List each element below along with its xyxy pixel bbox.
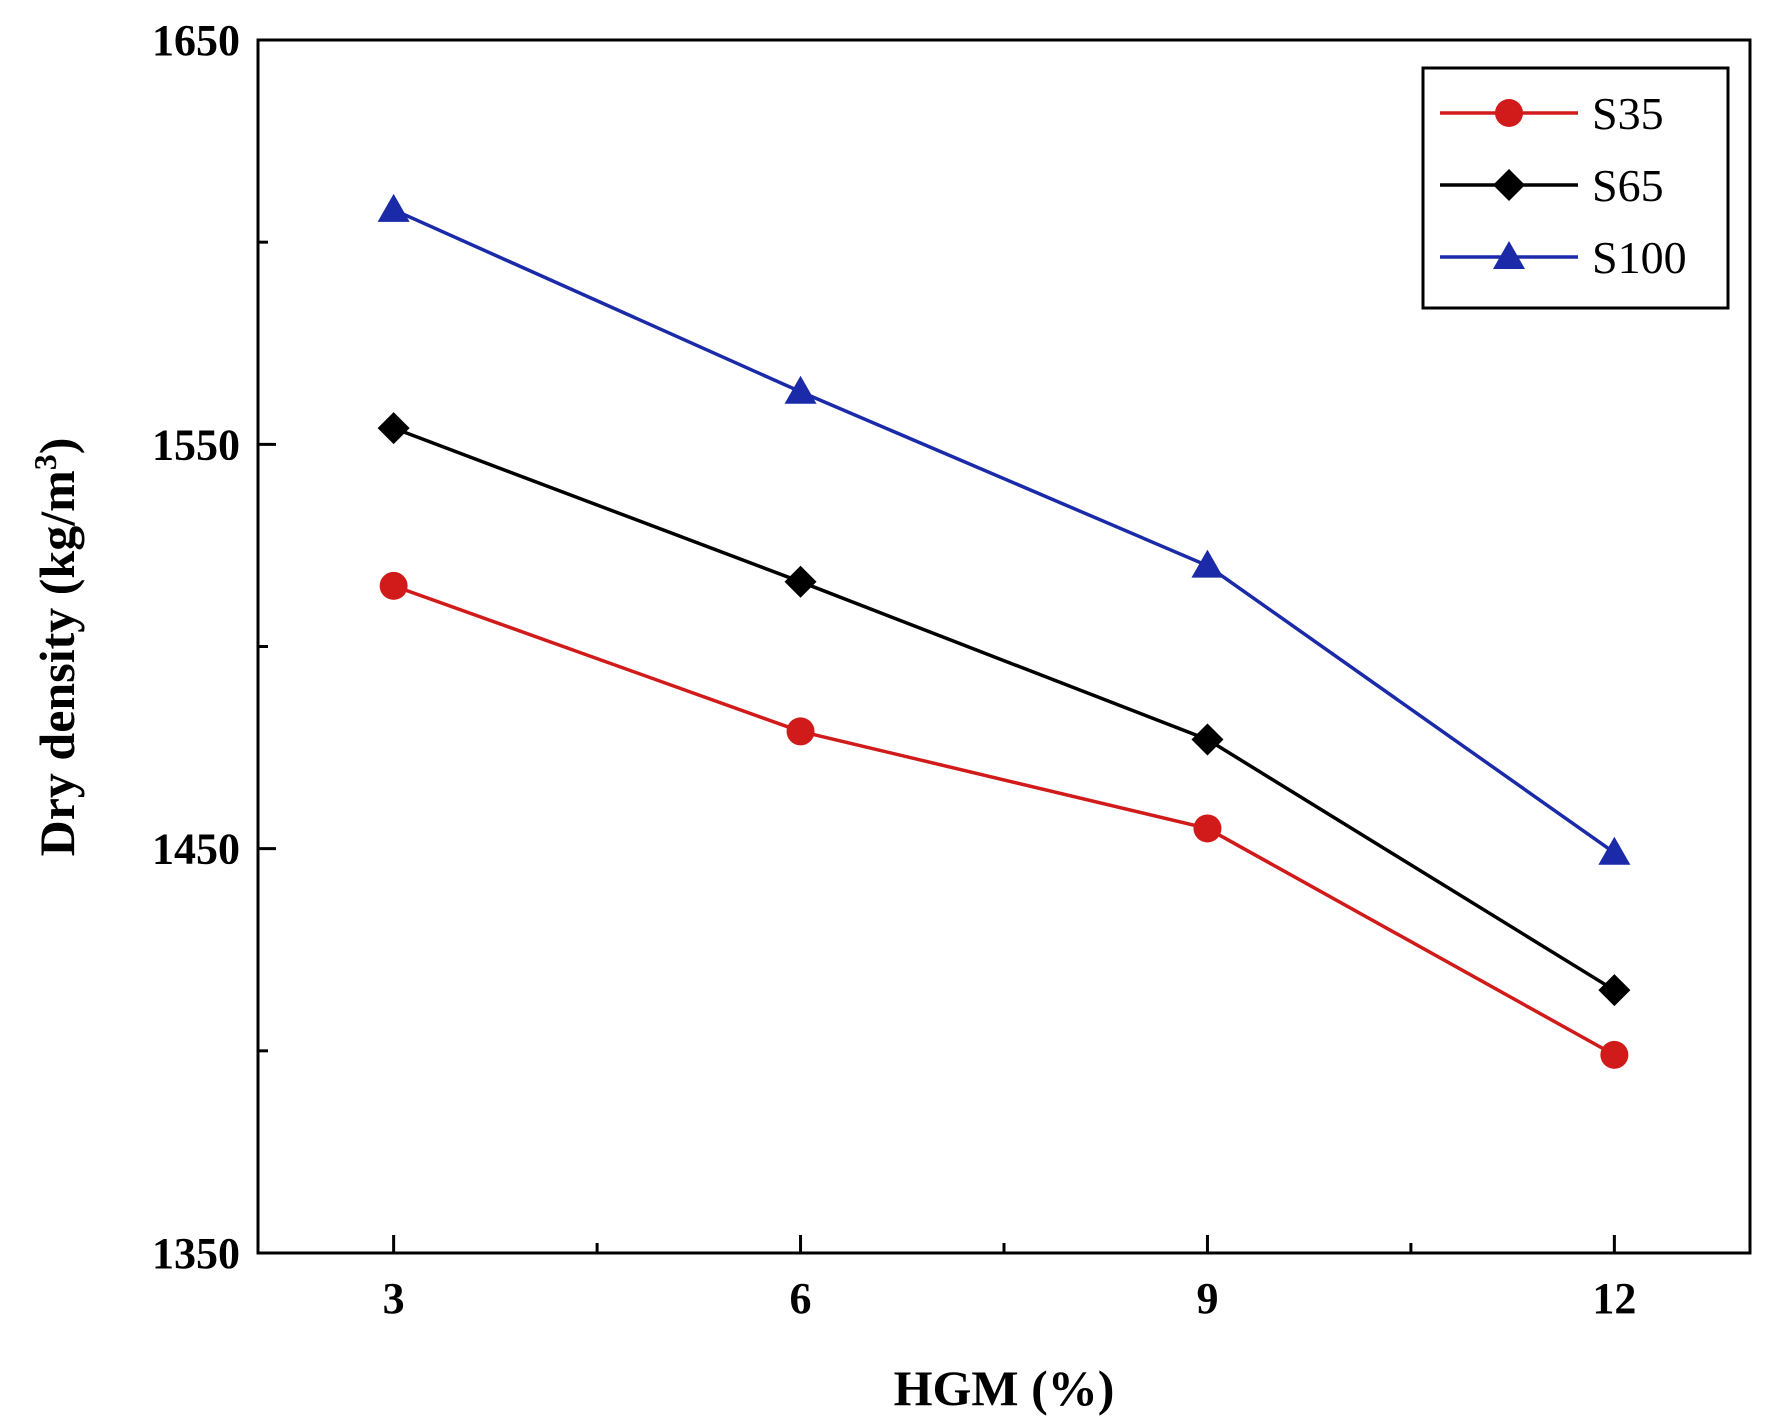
legend: S35 S65 S100: [1421, 66, 1730, 310]
x-tick-label: 6: [790, 1274, 812, 1323]
y-tick-label: 1350: [152, 1229, 240, 1278]
data-point-s65: [377, 412, 410, 445]
x-tick-label: 3: [383, 1274, 405, 1323]
data-point-s35: [1193, 814, 1222, 843]
x-tick-label: 9: [1196, 1274, 1218, 1323]
series-lines: [392, 208, 1616, 1057]
x-axis-title: HGM (%): [894, 1360, 1115, 1416]
legend-box: [1421, 66, 1730, 310]
legend-marker-s100: [1493, 241, 1525, 269]
legend-marker-s65: [1493, 169, 1525, 201]
series-line-s65: [393, 426, 1616, 992]
series-line-s100: [392, 208, 1616, 855]
data-point-s65: [1598, 974, 1631, 1007]
series-markers: [377, 193, 1631, 1069]
y-tick-label: 1650: [152, 16, 240, 65]
data-point-s65: [784, 565, 817, 598]
axis-ticks: [258, 38, 1616, 1255]
x-tick-label: 12: [1592, 1274, 1636, 1323]
data-point-s100: [1598, 836, 1631, 865]
data-point-s35: [786, 717, 815, 746]
y-axis-title-sup: 3: [27, 454, 63, 470]
data-point-s65: [1191, 723, 1224, 756]
y-tick-label: 1550: [152, 420, 240, 469]
data-point-s100: [377, 193, 410, 222]
legend-label-s65: S65: [1592, 160, 1664, 211]
series-line-s35: [393, 584, 1616, 1057]
data-point-s100: [784, 375, 817, 404]
data-point-s35: [379, 571, 408, 600]
data-point-s100: [1191, 549, 1224, 578]
legend-marker-s35: [1495, 99, 1523, 127]
y-axis-title-close: ): [29, 438, 85, 455]
y-tick-label: 1450: [152, 825, 240, 874]
axis-tick-labels: 1350 1450 1550 1650 3 6 9 12: [152, 16, 1636, 1323]
legend-label-s35: S35: [1592, 88, 1664, 139]
y-axis-title-main: Dry density (kg/m: [29, 470, 85, 856]
y-axis-title: Dry density (kg/m3): [27, 438, 85, 857]
legend-label-s100: S100: [1592, 232, 1687, 283]
data-point-s35: [1600, 1040, 1629, 1069]
